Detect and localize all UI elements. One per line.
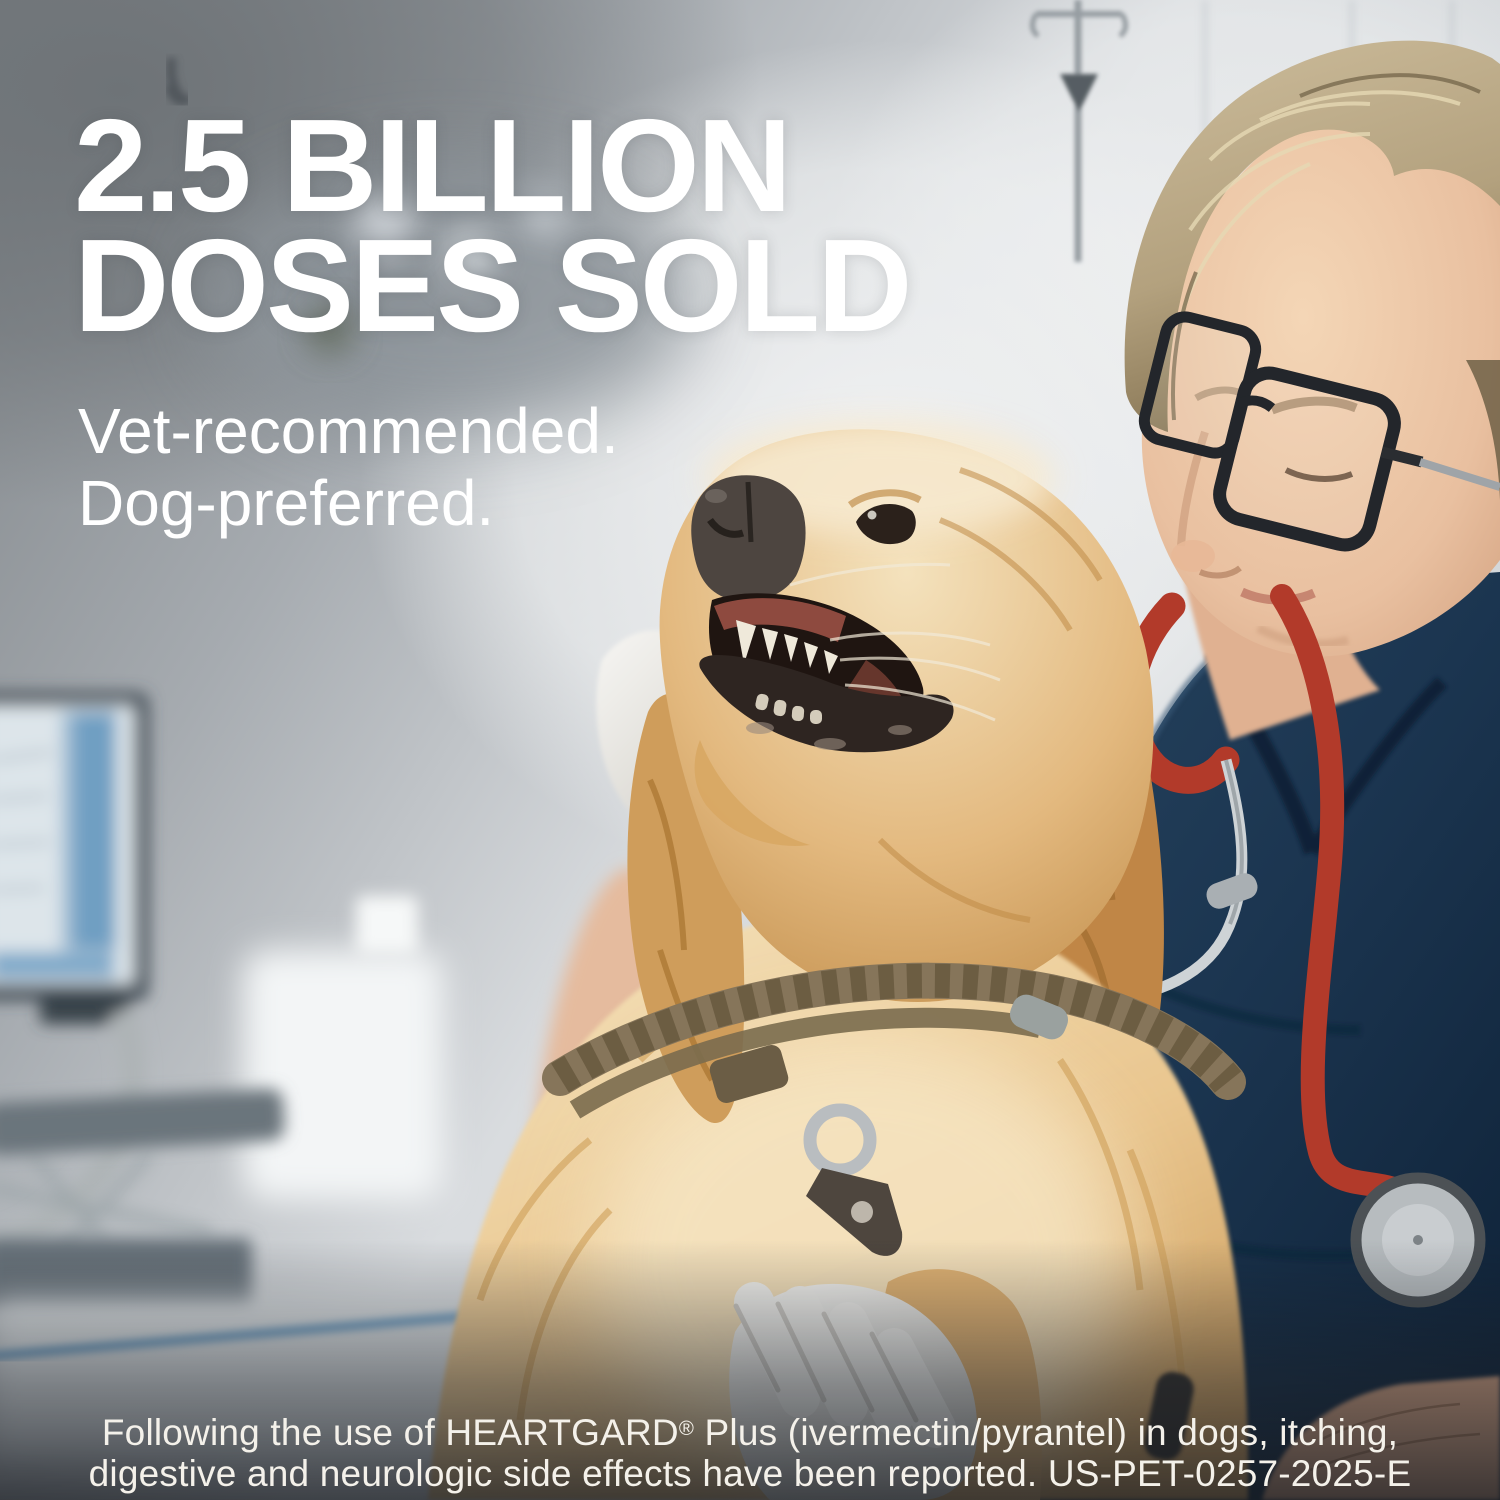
leash-clip xyxy=(1009,994,1069,1040)
eyebrow xyxy=(1270,396,1358,415)
stethoscope-red-tube xyxy=(1270,584,1422,1210)
monitor-stand xyxy=(0,1007,145,1258)
keyboard xyxy=(0,1088,285,1155)
monitor xyxy=(0,693,148,1258)
glasses-temple xyxy=(1418,458,1500,491)
nostril xyxy=(707,517,745,538)
whiskers xyxy=(789,562,1001,722)
glasses-bridge xyxy=(1235,395,1276,413)
collar-band xyxy=(542,962,1246,1100)
subheadline: Vet-recommended. Dog-preferred. xyxy=(78,395,619,539)
bottom-fade xyxy=(0,1240,1500,1500)
subheadline-line1: Vet-recommended. xyxy=(78,395,619,467)
closed-eye xyxy=(1284,467,1354,482)
tag-hole xyxy=(851,1201,873,1223)
eyelid xyxy=(847,489,922,508)
lower-teeth xyxy=(755,693,822,724)
nose-tip xyxy=(1171,540,1215,572)
collar-crimp xyxy=(709,1045,789,1103)
disclaimer-line1: Following the use of HEARTGARD® Plus (iv… xyxy=(101,1412,1399,1453)
disclaimer-line2: digestive and neurologic side effects ha… xyxy=(88,1453,1412,1494)
glasses xyxy=(1138,311,1500,552)
headline-line2: DOSES SOLD xyxy=(74,212,912,359)
white-cup xyxy=(356,896,418,954)
blurred-background-object xyxy=(205,165,695,435)
upper-teeth xyxy=(736,620,838,674)
glasses-right-lens xyxy=(1213,366,1401,552)
registered-trademark-symbol: ® xyxy=(678,1417,695,1440)
collar-ring xyxy=(803,1103,877,1177)
disclaimer: Following the use of HEARTGARD® Plus (iv… xyxy=(0,1409,1500,1494)
headline: 2.5 BILLION DOSES SOLD xyxy=(74,100,912,352)
white-canister xyxy=(243,950,443,1200)
upper-gum xyxy=(714,598,846,642)
subheadline-line2: Dog-preferred. xyxy=(78,467,495,539)
headline-line1: 2.5 BILLION xyxy=(74,92,792,239)
iv-pole xyxy=(1030,0,1128,262)
hanging-hook xyxy=(163,57,197,106)
chair-legs xyxy=(0,1149,213,1256)
vet-hair xyxy=(1124,40,1500,433)
dog-collar xyxy=(542,962,1246,1256)
